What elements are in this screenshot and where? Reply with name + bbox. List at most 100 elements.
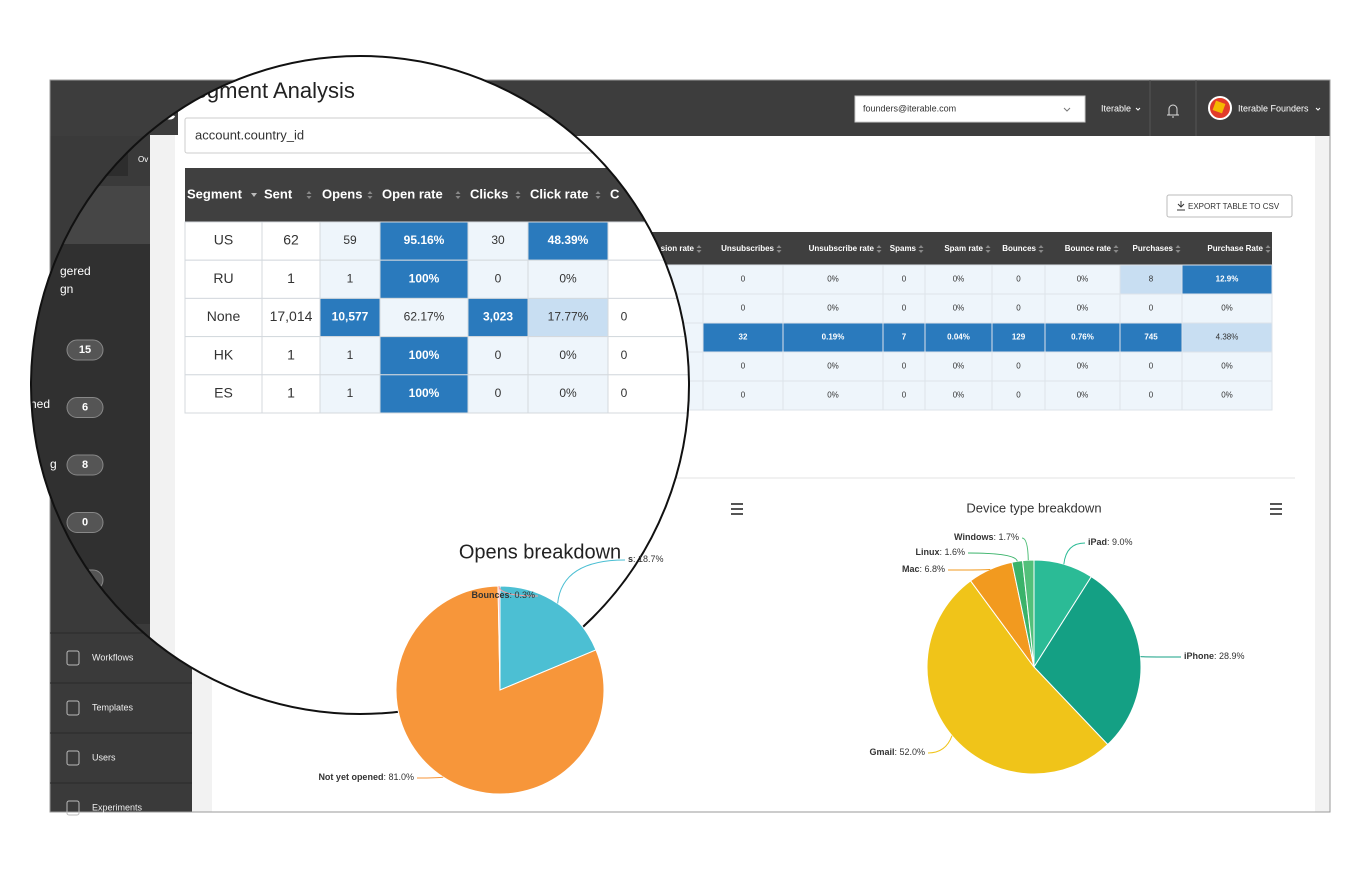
cell-text: 59 <box>343 233 357 247</box>
table-cell <box>527 374 609 414</box>
table-cell <box>782 351 884 382</box>
cell-text: 95.16% <box>404 233 445 247</box>
cell-text: 0% <box>827 391 839 400</box>
cell-text: 0 <box>1149 304 1154 313</box>
label-value: 1.7% <box>998 532 1019 542</box>
cell-text: 1 <box>347 386 354 400</box>
label-name: Linux <box>915 547 939 557</box>
cell-text: RU <box>213 270 233 286</box>
account-select[interactable] <box>854 95 1086 123</box>
cell-text: 0% <box>953 391 965 400</box>
sort-icon <box>515 191 521 199</box>
label-separator: : <box>939 547 944 557</box>
caret <box>1315 107 1321 111</box>
cell-text: 0 <box>621 310 628 324</box>
badge-text: 8 <box>82 459 88 471</box>
cell-text: 0% <box>1077 362 1089 371</box>
cell-text: 0% <box>1077 275 1089 284</box>
table-cell <box>782 322 884 353</box>
export-button[interactable] <box>1166 194 1293 218</box>
table-cell <box>1119 322 1183 353</box>
table-cell <box>882 351 926 382</box>
cell-text: 0 <box>495 348 502 362</box>
badge <box>66 454 104 476</box>
sort-icon <box>876 245 882 253</box>
table-cell <box>782 293 884 324</box>
table-cell <box>882 380 926 411</box>
sidebar-item[interactable]: Templates <box>92 702 134 712</box>
label-separator: : <box>894 747 899 757</box>
table-cell <box>1044 380 1121 411</box>
leader-line <box>927 735 953 754</box>
table-cell <box>991 351 1046 382</box>
sidebar-fragment: g <box>50 457 57 471</box>
label-value: 52.0% <box>899 747 925 757</box>
table-cell <box>607 374 689 414</box>
field-input-text: account.country_id <box>195 127 304 142</box>
label-separator: : <box>919 564 924 574</box>
cell-text: 0% <box>953 275 965 284</box>
sort-icon <box>1113 245 1119 253</box>
sort-icon <box>1265 245 1271 253</box>
sidebar-item[interactable]: Users <box>92 752 116 762</box>
data-label: s: 18.7% <box>628 554 664 564</box>
sort-icon <box>776 245 782 253</box>
cell-text: 100% <box>409 386 440 400</box>
sidebar-fragment: Ov <box>138 155 148 164</box>
cell-text: 100% <box>409 271 440 285</box>
label-value: 28.9% <box>1219 651 1245 661</box>
cell-text: 48.39% <box>548 233 589 247</box>
label-name: s <box>628 554 633 564</box>
cell-text: 0% <box>1221 391 1233 400</box>
caret <box>1063 107 1071 112</box>
label-name: Gmail <box>869 747 894 757</box>
label-value: 0.3% <box>514 590 535 600</box>
column-header: Purchases <box>1133 244 1174 253</box>
pie-slice <box>499 585 597 691</box>
sidebar-fragment: gered <box>60 264 91 278</box>
leader-line <box>498 585 539 597</box>
table-cell <box>319 259 381 299</box>
magnifier-rim <box>30 55 690 715</box>
table-cell <box>924 351 993 382</box>
cell-text: 30 <box>491 233 505 247</box>
badge <box>66 397 104 418</box>
data-label: Gmail: 52.0% <box>869 747 925 757</box>
data-label: Not yet opened: 81.0% <box>318 772 414 782</box>
cell-text: 8 <box>1149 275 1154 284</box>
cell-text: 0 <box>902 391 907 400</box>
leader-line <box>1021 537 1029 561</box>
cell-text: 0 <box>1016 275 1021 284</box>
badge <box>66 339 104 361</box>
table-cell <box>261 336 321 376</box>
table-cell <box>467 221 529 261</box>
cell-text: 10,577 <box>332 310 369 324</box>
table-cell <box>184 259 263 299</box>
bell-icon[interactable] <box>1167 104 1179 118</box>
table-header <box>615 232 1272 265</box>
sort-icon <box>696 245 702 253</box>
cell-text: 0 <box>621 386 628 400</box>
sidebar-item[interactable]: Workflows <box>92 652 134 662</box>
table-cell <box>782 380 884 411</box>
table-cell <box>1181 322 1273 353</box>
column-header: Unsubscribes <box>721 244 774 253</box>
org-menu[interactable]: Iterable <box>1101 103 1131 113</box>
table-cell <box>527 336 609 376</box>
chart-title: Device type breakdown <box>966 500 1101 515</box>
column-header: Open rate <box>382 186 443 201</box>
data-label: Mac: 6.8% <box>902 564 945 574</box>
cell-text: 3,023 <box>483 310 513 324</box>
cell-text: 129 <box>1012 333 1026 342</box>
table-cell <box>607 297 689 338</box>
sidebar-item[interactable]: Experiments <box>92 802 143 812</box>
cell-text: 17,014 <box>270 308 313 324</box>
sort-icon <box>918 245 924 253</box>
cell-text: 0% <box>827 304 839 313</box>
cell-text: 0 <box>741 362 746 371</box>
cell-text: 0 <box>741 275 746 284</box>
column-header: Click rate <box>530 186 589 201</box>
user-name[interactable]: Iterable Founders <box>1238 103 1309 113</box>
column-header: Bounce rate <box>1065 244 1112 253</box>
cell-text: 0 <box>1016 304 1021 313</box>
